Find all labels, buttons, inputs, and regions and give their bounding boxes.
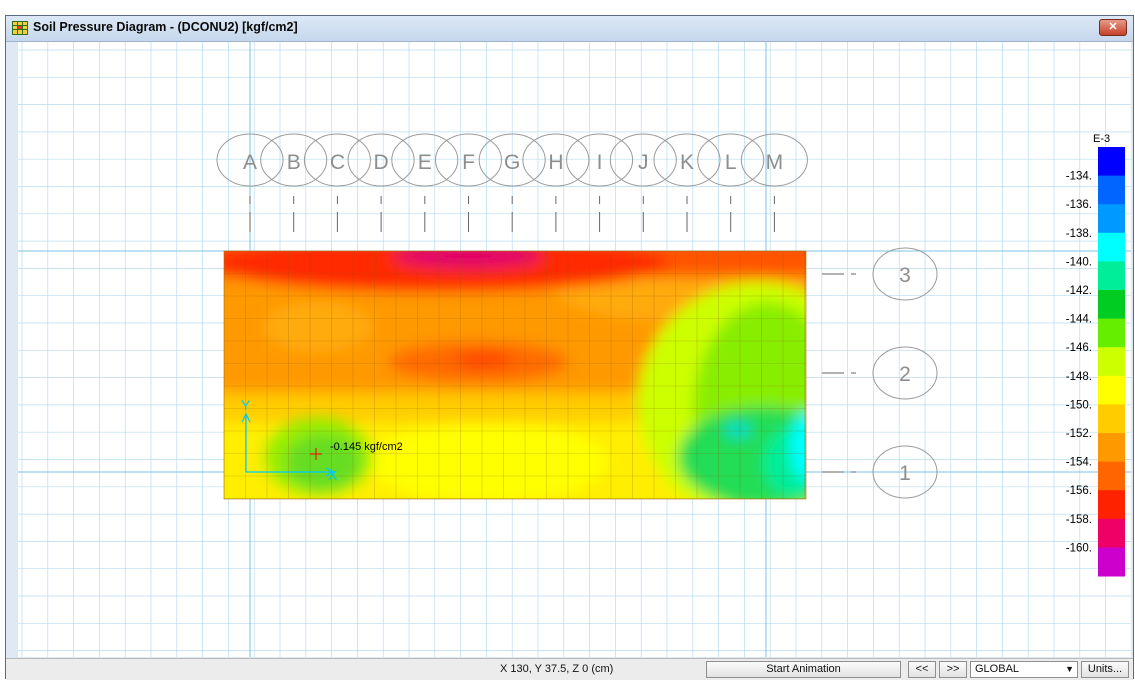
close-icon: ✕ — [1108, 21, 1118, 33]
next-step-button[interactable]: >> — [939, 661, 967, 678]
column-bubble-l: L — [697, 133, 765, 232]
legend-tick-label: -144. — [1066, 314, 1092, 326]
legend-swatch — [1098, 518, 1125, 548]
legend-tick-label: -148. — [1066, 371, 1092, 383]
coordinate-readout: X 130, Y 37.5, Z 0 (cm) — [500, 663, 614, 675]
coord-system-select[interactable]: GLOBAL ▼ — [970, 661, 1078, 678]
legend-tick-label: -156. — [1066, 485, 1092, 497]
legend-swatch — [1098, 375, 1125, 405]
legend-tick-label: -134. — [1066, 171, 1092, 183]
legend-swatch — [1098, 318, 1125, 348]
column-bubble-d: D — [347, 133, 415, 232]
legend-tick-label: -158. — [1066, 514, 1092, 526]
legend-swatch — [1098, 290, 1125, 320]
column-label: L — [725, 151, 737, 174]
title-bar[interactable]: Soil Pressure Diagram - (DCONU2) [kgf/cm… — [6, 16, 1133, 42]
soil-pressure-window: Soil Pressure Diagram - (DCONU2) [kgf/cm… — [5, 15, 1134, 680]
legend-tick-label: -142. — [1066, 285, 1092, 297]
column-label: M — [766, 151, 784, 174]
legend-tick-label: -140. — [1066, 256, 1092, 268]
column-bubble-c: C — [303, 133, 371, 232]
legend-tick-label: -136. — [1066, 199, 1092, 211]
probe-marker: -0.145 kgf/cm2 — [310, 441, 403, 460]
column-label: G — [504, 151, 520, 174]
previous-step-button[interactable]: << — [908, 661, 936, 678]
legend-swatch — [1098, 175, 1125, 205]
column-label: J — [638, 151, 649, 174]
color-legend: E-3 -134. -136. -138. -140. -142. -144. -146. -… — [1066, 133, 1125, 577]
probe-value-label: -0.145 kgf/cm2 — [330, 441, 403, 453]
column-bubble-f: F — [435, 133, 502, 232]
legend-swatch — [1098, 547, 1125, 577]
legend-swatch — [1098, 204, 1125, 234]
soil-pressure-plot[interactable]: A B C D E F G H I J K L M 3 2 1 Y X -0.145 kgf/cm2 E-3 — [18, 42, 1131, 657]
column-label: A — [243, 151, 257, 174]
column-bubble-j: J — [609, 133, 677, 232]
slab-outline — [223, 250, 807, 500]
column-label: F — [462, 151, 475, 174]
column-bubble-e: E — [391, 133, 459, 232]
row-grid-bubbles: 3 2 1 — [822, 247, 938, 499]
axis-y-label: Y — [241, 397, 251, 413]
legend-tick-label: -152. — [1066, 428, 1092, 440]
legend-tick-label: -154. — [1066, 457, 1092, 469]
column-label: B — [287, 151, 301, 174]
diagram-canvas[interactable]: A B C D E F G H I J K L M 3 2 1 Y X -0.145 kgf/cm2 E-3 — [18, 42, 1131, 657]
row-label: 1 — [899, 462, 911, 485]
column-label: E — [418, 151, 432, 174]
column-grid-bubbles: A B C D E F G H I J K L M — [216, 133, 808, 232]
row-label: 3 — [899, 264, 911, 287]
legend-tick-label: -160. — [1066, 542, 1092, 554]
column-bubble-k: K — [653, 133, 721, 232]
row-label: 2 — [899, 363, 911, 386]
row-bubble-1: 1 — [822, 445, 938, 499]
start-animation-button[interactable]: Start Animation — [706, 661, 901, 678]
column-bubble-a: A — [216, 133, 284, 232]
legend-tick-label: -146. — [1066, 342, 1092, 354]
legend-tick-label: -150. — [1066, 399, 1092, 411]
grid-app-icon — [12, 21, 28, 35]
column-bubble-m: M — [740, 133, 808, 232]
legend-swatch — [1098, 461, 1125, 491]
chevron-down-icon: ▼ — [1065, 664, 1074, 674]
legend-swatch — [1098, 404, 1125, 434]
column-label: C — [330, 151, 345, 174]
coord-system-value: GLOBAL — [975, 663, 1020, 675]
legend-swatch — [1098, 347, 1125, 377]
status-bar: X 130, Y 37.5, Z 0 (cm) Start Animation … — [6, 658, 1133, 680]
window-title: Soil Pressure Diagram - (DCONU2) [kgf/cm… — [33, 20, 298, 34]
column-label: I — [597, 151, 603, 174]
column-bubble-b: B — [260, 133, 328, 232]
legend-swatch — [1098, 490, 1125, 520]
legend-exponent: E-3 — [1093, 133, 1110, 145]
row-bubble-3: 3 — [822, 247, 938, 301]
column-label: H — [548, 151, 563, 174]
column-bubble-h: H — [522, 133, 590, 232]
units-button[interactable]: Units... — [1081, 661, 1129, 678]
close-button[interactable]: ✕ — [1099, 19, 1127, 36]
legend-swatch — [1098, 147, 1125, 177]
pressure-contour-slab — [224, 251, 806, 499]
legend-swatch — [1098, 261, 1125, 291]
column-bubble-g: G — [478, 133, 546, 232]
column-bubble-i: I — [566, 133, 634, 232]
legend-swatch — [1098, 433, 1125, 463]
column-label: K — [680, 151, 694, 174]
column-label: D — [374, 151, 389, 174]
legend-tick-label: -138. — [1066, 228, 1092, 240]
row-bubble-2: 2 — [822, 346, 938, 400]
axis-x-label: X — [328, 467, 338, 483]
local-axes: Y X — [241, 397, 338, 483]
legend-swatch — [1098, 232, 1125, 262]
